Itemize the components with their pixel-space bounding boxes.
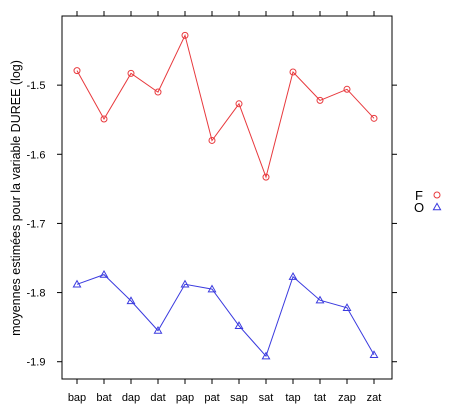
y-axis-label: moyennes estimées pour la variable DUREE… — [9, 60, 23, 336]
y-axis: -1.9 -1.8 -1.7 -1.6 -1.5 — [27, 80, 62, 369]
x-tick-label: zap — [338, 392, 356, 404]
y-tick-label: -1.5 — [27, 80, 46, 92]
series-O — [72, 269, 379, 360]
legend-label-F: F — [415, 188, 423, 203]
data-point — [208, 136, 216, 144]
x-tick-label: pat — [204, 392, 219, 404]
data-point — [154, 88, 162, 96]
x-tick-label: sat — [259, 392, 274, 404]
x-tick-label: tap — [285, 392, 300, 404]
frame-ticks — [76, 11, 397, 363]
series-F — [73, 31, 378, 181]
x-tick-label: bat — [96, 392, 111, 404]
x-tick-label: sap — [230, 392, 248, 404]
x-tick-label: dat — [150, 392, 165, 404]
y-tick-label: -1.7 — [27, 218, 46, 230]
x-tick-label: dap — [122, 392, 140, 404]
y-tick-label: -1.6 — [27, 149, 46, 161]
legend-marker-F — [433, 191, 441, 199]
data-point — [235, 100, 243, 108]
legend-marker-O — [432, 202, 442, 211]
data-point — [342, 303, 352, 311]
legend: FO — [414, 188, 442, 215]
data-point — [288, 272, 298, 280]
data-point — [100, 115, 108, 123]
data-point — [153, 325, 163, 334]
data-point — [370, 114, 378, 122]
plot-frame — [61, 15, 393, 380]
data-point — [72, 279, 82, 288]
data-point — [289, 68, 297, 76]
x-axis: bap bat dap dat pap pat sap sat tap tat zap zat — [68, 379, 382, 404]
data-point — [127, 69, 135, 77]
x-tick-label: bap — [68, 392, 86, 404]
data-point — [262, 173, 270, 181]
series-line-F — [76, 33, 375, 179]
series-line-O — [76, 274, 375, 358]
data-point — [315, 295, 325, 304]
data-point — [99, 269, 109, 278]
x-tick-label: zat — [367, 392, 382, 404]
data-point — [261, 351, 271, 360]
data-point — [369, 350, 379, 358]
data-point — [73, 67, 81, 75]
data-point — [181, 31, 189, 39]
y-tick-label: -1.8 — [27, 288, 46, 300]
data-point — [234, 321, 244, 329]
data-point — [316, 96, 324, 104]
data-point — [343, 85, 351, 93]
y-tick-label: -1.9 — [27, 357, 46, 369]
x-tick-label: tat — [314, 392, 326, 404]
data-point — [207, 284, 217, 293]
series-layer — [72, 31, 379, 360]
data-point — [126, 296, 136, 305]
legend-label-O: O — [414, 200, 424, 215]
x-tick-label: pap — [176, 392, 194, 404]
data-point — [180, 279, 190, 288]
